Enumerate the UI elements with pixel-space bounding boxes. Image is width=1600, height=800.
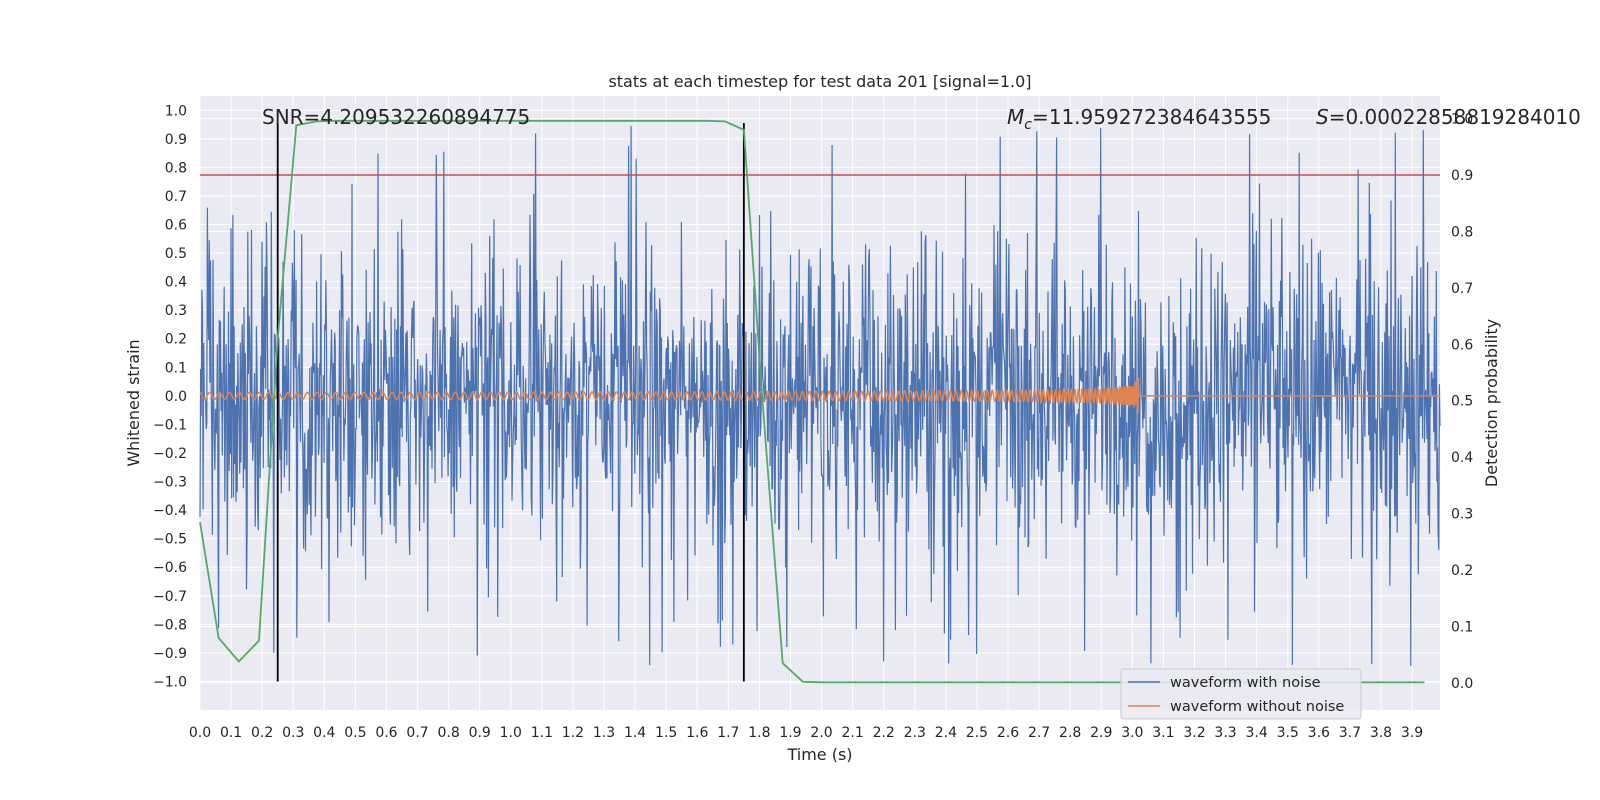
y-tick-label: 0.2 xyxy=(165,332,187,348)
x-tick-label: 0.8 xyxy=(437,725,459,741)
x-tick-label: 1.3 xyxy=(593,725,615,741)
s-value: =0.00022858819284010 xyxy=(1329,105,1581,129)
x-axis-label: Time (s) xyxy=(786,745,852,764)
right-y-axis-ticks: 1.0 0.9 0.8 0.7 0.6 0.5 0.4 0.3 0.2 0.1 0.0 xyxy=(1451,112,1473,692)
x-tick-label: 2.4 xyxy=(935,725,957,741)
right-y-tick-label: 0.9 xyxy=(1451,168,1473,184)
x-tick-label: 1.7 xyxy=(717,725,739,741)
x-tick-label: 2.5 xyxy=(966,725,988,741)
x-tick-label: 2.0 xyxy=(810,725,832,741)
right-y-tick-label: 0.7 xyxy=(1451,281,1473,297)
x-tick-label: 0.6 xyxy=(375,725,397,741)
x-tick-label: 2.7 xyxy=(1028,725,1050,741)
x-tick-label: 1.9 xyxy=(779,725,801,741)
y-tick-label: 1.0 xyxy=(165,103,187,119)
x-tick-label: 1.6 xyxy=(686,725,708,741)
right-y-tick-label: 0.3 xyxy=(1451,507,1473,523)
legend-label-clean: waveform without noise xyxy=(1170,699,1344,715)
right-y-tick-label: 1.0 xyxy=(1451,112,1473,128)
y-tick-label: −0.8 xyxy=(153,617,187,633)
y-tick-label: −0.9 xyxy=(153,646,187,662)
right-y-tick-label: 0.1 xyxy=(1451,619,1473,635)
y-tick-label: −0.4 xyxy=(153,503,187,519)
right-y-tick-label: 0.0 xyxy=(1451,676,1473,692)
right-y-tick-label: 0.6 xyxy=(1451,337,1473,353)
x-tick-label: 2.6 xyxy=(997,725,1019,741)
chirp-mass-subscript: c xyxy=(1024,117,1032,133)
x-tick-label: 0.5 xyxy=(344,725,366,741)
y-tick-label: −1.0 xyxy=(153,674,187,690)
x-tick-label: 1.0 xyxy=(500,725,522,741)
chirp-mass-symbol: M xyxy=(1007,105,1024,129)
y-tick-label: 0.7 xyxy=(165,189,187,205)
legend-label-noise: waveform with noise xyxy=(1170,675,1321,691)
x-tick-label: 3.9 xyxy=(1401,725,1423,741)
s-annotation: S=0.00022858819284010 xyxy=(1316,105,1581,129)
x-tick-label: 2.9 xyxy=(1090,725,1112,741)
series-waveform-with-noise xyxy=(199,125,1441,667)
x-tick-label: 1.8 xyxy=(748,725,770,741)
y-tick-label: −0.5 xyxy=(153,532,187,548)
x-tick-label: 0.9 xyxy=(469,725,491,741)
right-y-axis-label: Detection probability xyxy=(1482,319,1501,487)
y-tick-label: 0.3 xyxy=(165,303,187,319)
series-waveform-without-noise xyxy=(199,377,1440,413)
right-y-tick-label: 0.2 xyxy=(1451,563,1473,579)
x-tick-label: 0.4 xyxy=(313,725,335,741)
x-tick-label: 3.5 xyxy=(1277,725,1299,741)
y-axis-ticks: 1.0 0.9 0.8 0.7 0.6 0.5 0.4 0.3 0.2 0.1 0.0 −0.1 −0.… xyxy=(153,103,187,690)
right-y-tick-label: 0.4 xyxy=(1451,450,1473,466)
y-tick-label: 0.9 xyxy=(165,132,187,148)
chirp-mass-annotation: Mc=11.959272384643555 xyxy=(1007,105,1271,133)
s-symbol: S xyxy=(1316,105,1329,129)
right-y-tick-label: 0.8 xyxy=(1451,224,1473,240)
x-tick-label: 2.8 xyxy=(1059,725,1081,741)
x-tick-label: 3.0 xyxy=(1121,725,1143,741)
snr-annotation: SNR=4.209532260894775 xyxy=(262,105,530,129)
y-tick-label: −0.2 xyxy=(153,446,187,462)
x-tick-label: 3.8 xyxy=(1370,725,1392,741)
y-axis-label: Whitened strain xyxy=(124,339,143,466)
y-tick-label: 0.0 xyxy=(165,389,187,405)
x-tick-label: 0.7 xyxy=(406,725,428,741)
y-tick-label: 0.8 xyxy=(165,160,187,176)
y-tick-label: −0.3 xyxy=(153,475,187,491)
y-tick-label: −0.6 xyxy=(153,560,187,576)
x-tick-label: 3.1 xyxy=(1152,725,1174,741)
right-y-tick-label: 0.5 xyxy=(1451,394,1473,410)
legend-box xyxy=(1120,668,1362,720)
y-tick-label: 0.1 xyxy=(165,360,187,376)
x-tick-label: 2.1 xyxy=(841,725,863,741)
x-tick-label: 0.0 xyxy=(189,725,211,741)
y-tick-label: 0.5 xyxy=(165,246,187,262)
x-tick-label: 3.7 xyxy=(1339,725,1361,741)
x-tick-label: 0.2 xyxy=(251,725,273,741)
x-tick-label: 0.1 xyxy=(220,725,242,741)
chart-title: stats at each timestep for test data 201… xyxy=(608,72,1031,91)
x-axis-ticks: 0.0 0.1 0.2 0.3 0.4 0.5 0.6 0.7 0.8 0.9 1.0 1.1 1.2 1… xyxy=(189,725,1423,741)
chirp-mass-value: =11.959272384643555 xyxy=(1032,105,1271,129)
clean-trace xyxy=(199,377,1440,413)
y-tick-label: −0.7 xyxy=(153,589,187,605)
x-tick-label: 3.4 xyxy=(1246,725,1268,741)
x-tick-label: 1.5 xyxy=(655,725,677,741)
series-detection-probability xyxy=(199,119,1425,684)
x-tick-label: 3.3 xyxy=(1214,725,1236,741)
legend: waveform with noise waveform without noi… xyxy=(1120,668,1362,720)
x-tick-label: 2.2 xyxy=(873,725,895,741)
reference-lines xyxy=(200,123,1440,682)
x-tick-label: 3.6 xyxy=(1308,725,1330,741)
probability-trace xyxy=(199,119,1425,684)
y-tick-label: −0.1 xyxy=(153,417,187,433)
x-tick-label: 1.1 xyxy=(531,725,553,741)
x-tick-label: 0.3 xyxy=(282,725,304,741)
x-tick-label: 1.4 xyxy=(624,725,646,741)
y-tick-label: 0.4 xyxy=(165,275,187,291)
x-tick-label: 1.2 xyxy=(562,725,584,741)
x-tick-label: 3.2 xyxy=(1183,725,1205,741)
y-tick-label: 0.6 xyxy=(165,218,187,234)
noise-trace xyxy=(199,125,1441,667)
x-tick-label: 2.3 xyxy=(904,725,926,741)
